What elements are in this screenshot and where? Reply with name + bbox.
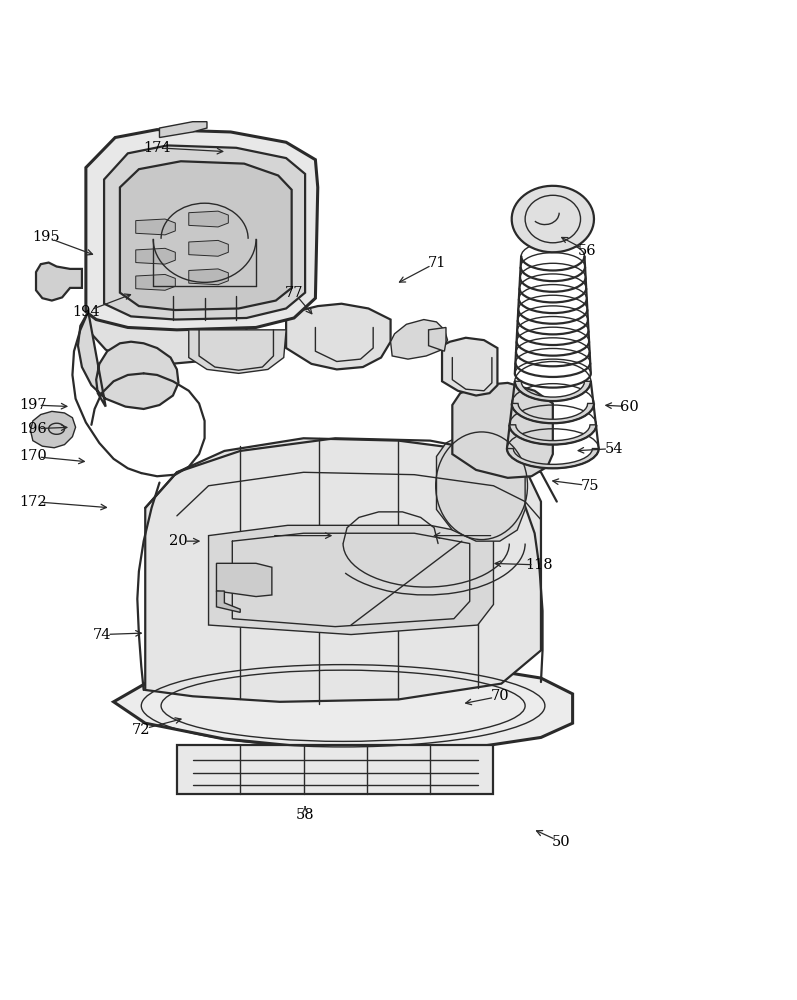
Polygon shape xyxy=(512,403,594,423)
Text: 74: 74 xyxy=(92,628,111,642)
Polygon shape xyxy=(159,122,207,138)
Text: 54: 54 xyxy=(604,442,623,456)
Text: 77: 77 xyxy=(285,286,304,300)
Text: 60: 60 xyxy=(620,400,639,414)
Text: 70: 70 xyxy=(490,689,509,703)
Polygon shape xyxy=(189,269,228,285)
Text: 72: 72 xyxy=(132,723,151,737)
Polygon shape xyxy=(135,274,175,290)
Text: 75: 75 xyxy=(581,479,599,493)
Polygon shape xyxy=(88,286,246,364)
Polygon shape xyxy=(189,211,228,227)
Polygon shape xyxy=(177,745,493,794)
Text: 71: 71 xyxy=(427,256,446,270)
Polygon shape xyxy=(217,591,240,612)
Polygon shape xyxy=(114,662,572,749)
Polygon shape xyxy=(189,240,228,256)
Polygon shape xyxy=(86,130,318,330)
Polygon shape xyxy=(509,425,596,445)
Polygon shape xyxy=(145,438,541,702)
Polygon shape xyxy=(135,219,175,235)
Polygon shape xyxy=(209,525,493,635)
Text: 50: 50 xyxy=(552,835,570,849)
Text: 172: 172 xyxy=(19,495,47,509)
Polygon shape xyxy=(507,449,599,468)
Polygon shape xyxy=(36,263,82,301)
Polygon shape xyxy=(120,161,292,310)
Polygon shape xyxy=(189,330,286,373)
Polygon shape xyxy=(512,186,594,252)
Polygon shape xyxy=(135,248,175,264)
Text: 174: 174 xyxy=(143,141,171,155)
Text: 197: 197 xyxy=(19,398,47,412)
Polygon shape xyxy=(78,312,179,409)
Text: 196: 196 xyxy=(19,422,47,436)
Text: 56: 56 xyxy=(578,244,596,258)
Text: 58: 58 xyxy=(296,808,315,822)
Polygon shape xyxy=(442,338,497,396)
Polygon shape xyxy=(515,381,591,401)
Polygon shape xyxy=(437,433,525,541)
Text: 194: 194 xyxy=(72,305,100,319)
Polygon shape xyxy=(286,304,391,369)
Text: 170: 170 xyxy=(19,449,47,463)
Text: 195: 195 xyxy=(33,230,60,244)
Polygon shape xyxy=(453,383,553,478)
Text: 118: 118 xyxy=(525,558,553,572)
Polygon shape xyxy=(104,145,305,320)
Polygon shape xyxy=(429,327,446,351)
Text: 20: 20 xyxy=(169,534,188,548)
Polygon shape xyxy=(391,320,448,359)
Polygon shape xyxy=(217,563,272,597)
Polygon shape xyxy=(30,411,76,448)
